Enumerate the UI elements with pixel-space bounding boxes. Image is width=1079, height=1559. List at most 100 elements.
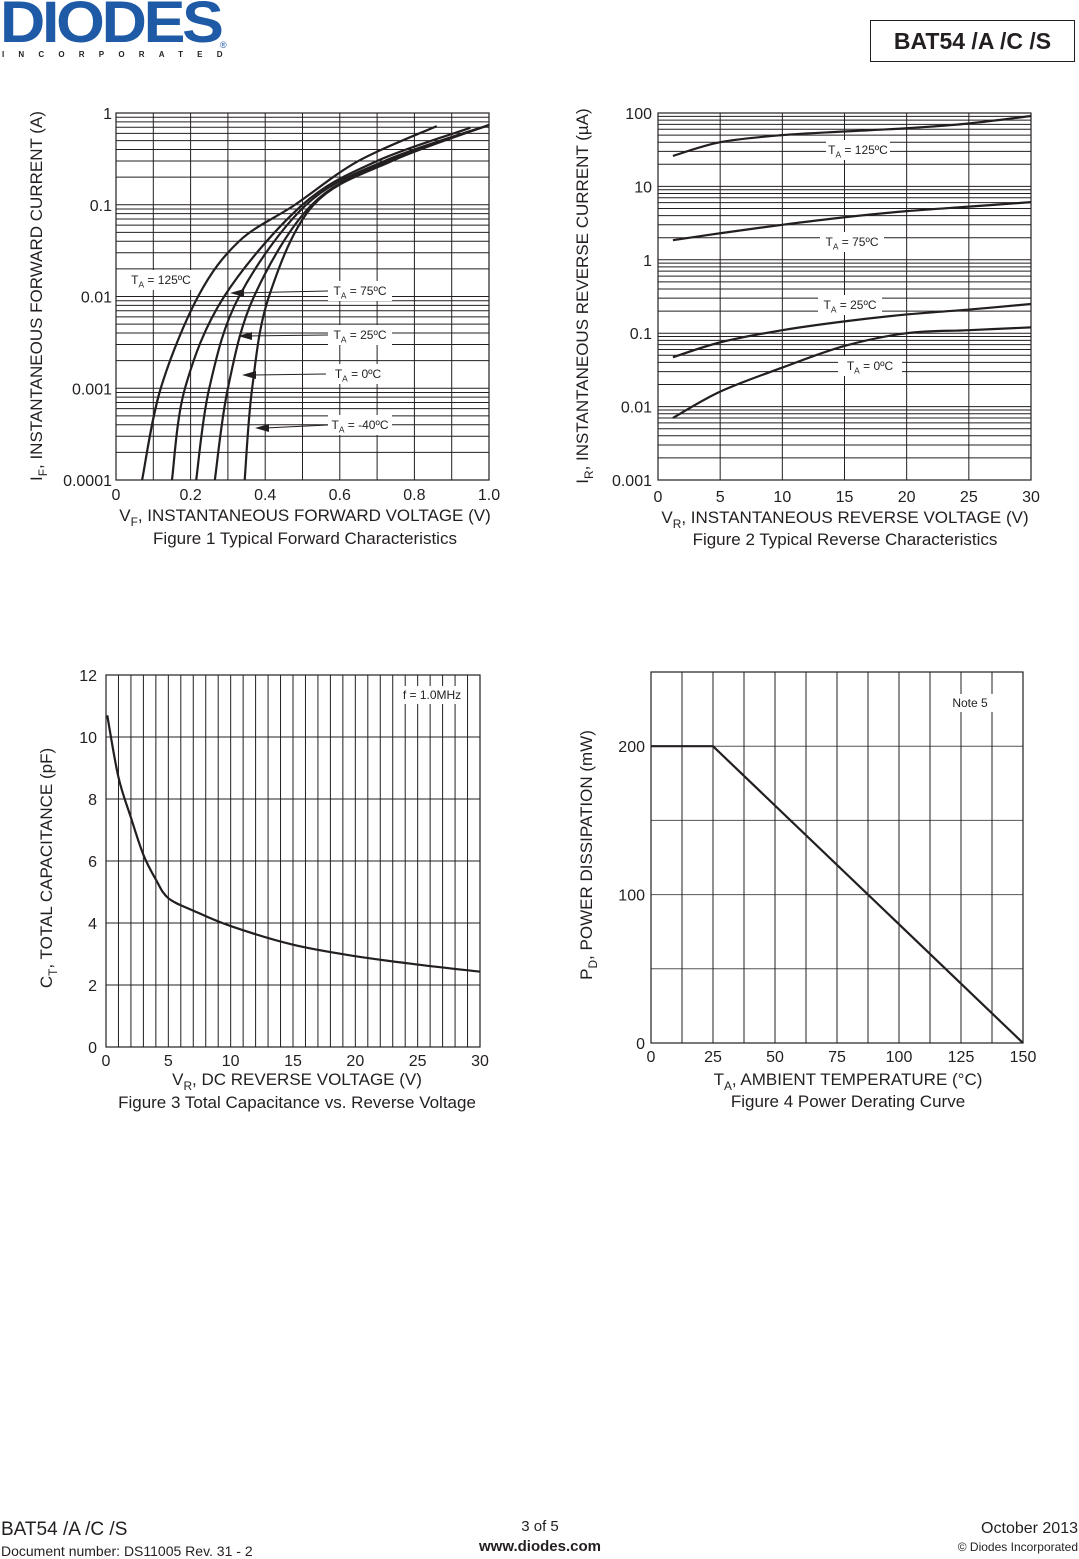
footer-copyright: © Diodes Incorporated [957,1540,1078,1554]
label-main: V [661,508,673,527]
series-label: TA = 0ºC [335,367,382,384]
series-line-3 [672,302,1032,359]
x-axis-title: VR, DC REVERSE VOLTAGE (V) [172,1070,422,1093]
label-rest: , INSTANTANEOUS REVERSE VOLTAGE (V) [681,508,1028,527]
y-tick-label: 0.01 [621,400,652,417]
series-line-2 [672,201,1032,242]
y-tick-label: 0 [88,1040,97,1057]
label-background [820,232,884,252]
series-label: TA = 125ºC [131,273,191,290]
x-tick-label: 100 [886,1049,913,1066]
series-label: TA = -40ºC [331,418,388,435]
series-label: TA = 75ºC [825,235,878,252]
label-main: T [825,235,833,249]
x-tick-label: 0.6 [329,487,351,504]
series-line-2 [170,126,471,481]
grid [115,113,490,481]
label-rest: = 125ºC [841,143,888,157]
arrow-icon [242,371,256,379]
label-subscript: R [673,517,682,531]
label-rest: = 75ºC [346,284,386,298]
x-tick-label: 25 [409,1053,427,1070]
y-tick-label: 0.001 [72,381,112,398]
y-tick-label: 0.01 [81,290,112,307]
label-subscript: F [131,515,138,529]
figure-caption: Figure 2 Typical Reverse Characteristics [693,530,998,549]
label-main: V [172,1070,184,1089]
footer-website-link[interactable]: www.diodes.com [479,1538,601,1555]
logo-wordmark: DIODES [0,0,224,55]
y-tick-label: 0.0001 [63,473,112,490]
y-tick-label: 100 [625,106,652,123]
label-main: T [823,298,831,312]
x-tick-label: 0.2 [179,487,201,504]
label-rest: , TOTAL CAPACITANCE (pF) [37,748,56,969]
label-subscript: A [339,425,345,435]
footer-date: October 2013 [981,1520,1078,1537]
label-rest: = 25ºC [836,298,876,312]
label-main: T [714,1070,724,1089]
y-tick-label: 0.1 [630,326,652,343]
diodes-logo: DIODES INCORPORATED [0,0,237,59]
plot-frame [115,112,490,481]
label-rest: = 0ºC [348,367,382,381]
part-number-header: BAT54 /A /C /S [870,20,1075,62]
x-tick-label: 25 [704,1049,722,1066]
label-subscript: A [341,291,347,301]
label-rest: , AMBIENT TEMPERATURE (°C) [732,1070,983,1089]
registered-mark: ® [220,40,227,50]
label-subscript: A [139,280,145,290]
series-label: TA = 0ºC [847,359,894,376]
footer-part-number: BAT54 /A /C /S [1,1519,128,1540]
y-tick-label: 6 [88,854,97,871]
series-label: TA = 125ºC [828,143,888,160]
series-label: TA = 25ºC [333,328,386,345]
chart-annotation: Note 5 [952,696,988,710]
label-main: I [27,476,46,481]
x-tick-label: 25 [960,489,978,506]
x-tick-label: 0.8 [403,487,425,504]
y-tick-label: 10 [634,179,652,196]
label-leader-line [239,290,329,294]
label-subscript: A [836,150,842,160]
y-axis-title: IR, INSTANTANEOUS REVERSE CURRENT (µA) [573,108,596,483]
label-rest: = 125ºC [144,273,191,287]
figure-caption: Figure 3 Total Capacitance vs. Reverse V… [118,1093,476,1112]
y-tick-label: 10 [79,730,97,747]
label-rest: = 0ºC [860,359,894,373]
y-tick-label: 8 [88,792,97,809]
label-subscript: A [831,305,837,315]
y-axis-title: CT, TOTAL CAPACITANCE (pF) [37,748,60,988]
figure-caption: Figure 1 Typical Forward Characteristics [153,529,457,548]
series-line-3 [195,123,490,481]
y-axis-title: PD, POWER DISSIPATION (mW) [577,730,600,980]
y-tick-label: 12 [79,668,97,685]
x-tick-label: 75 [828,1049,846,1066]
x-tick-label: 10 [773,489,791,506]
label-rest: = 25ºC [346,328,386,342]
plot-frame [657,112,1032,481]
label-leader-line [247,334,329,337]
x-tick-label: 1.0 [478,487,500,504]
label-main: C [37,976,56,988]
label-main: P [577,969,596,980]
plot-frame [105,674,481,1048]
x-tick-label: 20 [346,1053,364,1070]
grid [105,674,481,1048]
chart-annotation: f = 1.0MHz [403,688,461,702]
footer-page-number: 3 of 5 [521,1518,559,1535]
series-label: TA = 25ºC [823,298,876,315]
label-main: T [335,367,343,381]
label-leader-line [264,424,329,429]
y-tick-label: 0.1 [90,198,112,215]
label-subscript: A [724,1079,732,1093]
y-tick-label: 200 [618,739,645,756]
x-tick-label: 125 [948,1049,975,1066]
x-tick-label: 0 [102,1053,111,1070]
x-tick-label: 0 [654,489,663,506]
label-subscript: D [586,960,600,969]
series-line-1 [141,125,438,481]
